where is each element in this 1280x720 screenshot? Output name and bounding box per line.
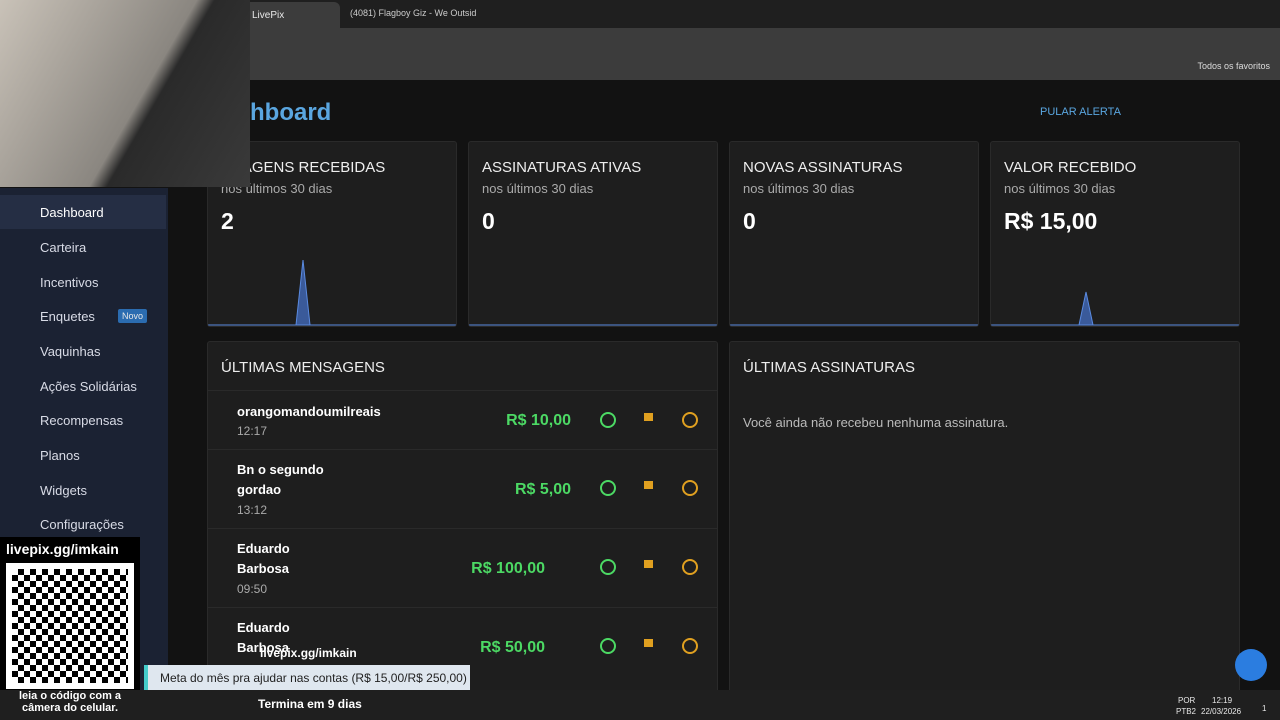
card-value: 0	[482, 208, 495, 234]
donor: Eduardo Barbosa	[237, 620, 290, 655]
card-subtitle: nos últimos 30 dias	[1004, 181, 1116, 196]
nav-item[interactable]: Vaquinhas	[40, 344, 101, 359]
donor: orangomandoumilreais	[237, 404, 381, 419]
card-title: NSAGENS RECEBIDAS	[221, 159, 386, 176]
card-title: ASSINATURAS ATIVAS	[482, 159, 642, 176]
time: 13:12	[237, 503, 268, 517]
nav-item[interactable]: Carteira	[40, 240, 87, 255]
card-title: VALOR RECEBIDO	[1004, 159, 1137, 176]
goal-url: livepix.gg/imkain	[260, 646, 357, 660]
stat-card: ASSINATURAS ATIVAS nos últimos 30 dias 0	[468, 141, 718, 327]
time: 12:17	[237, 424, 268, 438]
sparkline	[469, 324, 717, 326]
stat-card: NOVAS ASSINATURAS nos últimos 30 dias 0	[729, 141, 979, 327]
donor: Bn o segundo gordao	[237, 462, 324, 497]
tab[interactable]: (4081) Flagboy Giz - We Outsid	[350, 8, 477, 18]
taskbar: Termina em 9 dias POR PTB2 12:19 22/03/2…	[0, 690, 1280, 720]
time: 09:50	[237, 582, 268, 596]
message-row: Bn o segundo gordao 13:12 R$ 5,00	[208, 449, 718, 528]
row-icons	[600, 412, 698, 654]
clock: 12:19	[1212, 696, 1233, 705]
sparkline	[730, 324, 978, 326]
amount: R$ 50,00	[480, 639, 545, 656]
sparkline	[991, 291, 1239, 326]
stat-card: VALOR RECEBIDO nos últimos 30 dias R$ 15…	[990, 141, 1240, 327]
webcam	[0, 0, 250, 187]
goal-bar: Meta do mês pra ajudar nas contas (R$ 15…	[144, 665, 470, 691]
skip-alert[interactable]: PULAR ALERTA	[1040, 106, 1121, 118]
nav-item[interactable]: Widgets	[40, 483, 87, 498]
layout: PTB2	[1176, 707, 1197, 716]
goal-end: Termina em 9 dias	[258, 697, 362, 711]
message-row: Eduardo Barbosa R$ 50,00	[208, 607, 718, 691]
nav-item[interactable]: Enquetes	[40, 309, 95, 324]
card-value: 0	[743, 208, 756, 234]
amount: R$ 10,00	[506, 412, 571, 429]
subscriptions-panel: ÚLTIMAS ASSINATURAS Você ainda não receb…	[729, 341, 1240, 701]
nav-item[interactable]: Recompensas	[40, 413, 124, 428]
nav-item[interactable]: Dashboard	[0, 195, 166, 229]
nav-item[interactable]: Planos	[40, 448, 80, 463]
page-title: hboard	[250, 99, 332, 126]
bookmarks[interactable]: Todos os favoritos	[1197, 61, 1270, 71]
card-subtitle: nos últimos 30 dias	[743, 181, 855, 196]
sparkline	[208, 260, 456, 326]
chat-button[interactable]	[1235, 649, 1267, 681]
card-value: 2	[221, 208, 234, 234]
tab[interactable]: LivePix	[240, 2, 340, 28]
message-row: orangomandoumilreais 12:17 R$ 10,00	[208, 390, 718, 449]
qr-overlay: livepix.gg/imkain	[0, 537, 140, 690]
message-row: Eduardo Barbosa 09:50 R$ 100,00	[208, 528, 718, 607]
date: 22/03/2026	[1201, 707, 1242, 716]
card-title: NOVAS ASSINATURAS	[743, 159, 903, 176]
nav-item[interactable]: Incentivos	[40, 275, 99, 290]
card-subtitle: nos últimos 30 dias	[482, 181, 594, 196]
lang: POR	[1178, 696, 1196, 705]
panel-title: ÚLTIMAS ASSINATURAS	[743, 359, 915, 376]
nav-item[interactable]: Ações Solidárias	[40, 379, 137, 394]
amount: R$ 5,00	[514, 481, 571, 498]
badge: Novo	[118, 309, 148, 323]
qr-code	[6, 563, 134, 689]
nav-item[interactable]: Configurações	[40, 517, 124, 532]
messages-panel: ÚLTIMAS MENSAGENS	[207, 341, 718, 701]
empty-state: Você ainda não recebeu nenhuma assinatur…	[743, 415, 1009, 430]
qr-url: livepix.gg/imkain	[6, 541, 119, 557]
card-value: R$ 15,00	[1004, 208, 1098, 234]
qr-hint: leia o código com a câmera do celular.	[18, 690, 122, 714]
notifications[interactable]: 1	[1262, 704, 1267, 713]
panel-title: ÚLTIMAS MENSAGENS	[221, 359, 385, 376]
amount: R$ 100,00	[471, 560, 545, 577]
donor: Eduardo Barbosa	[237, 541, 290, 576]
